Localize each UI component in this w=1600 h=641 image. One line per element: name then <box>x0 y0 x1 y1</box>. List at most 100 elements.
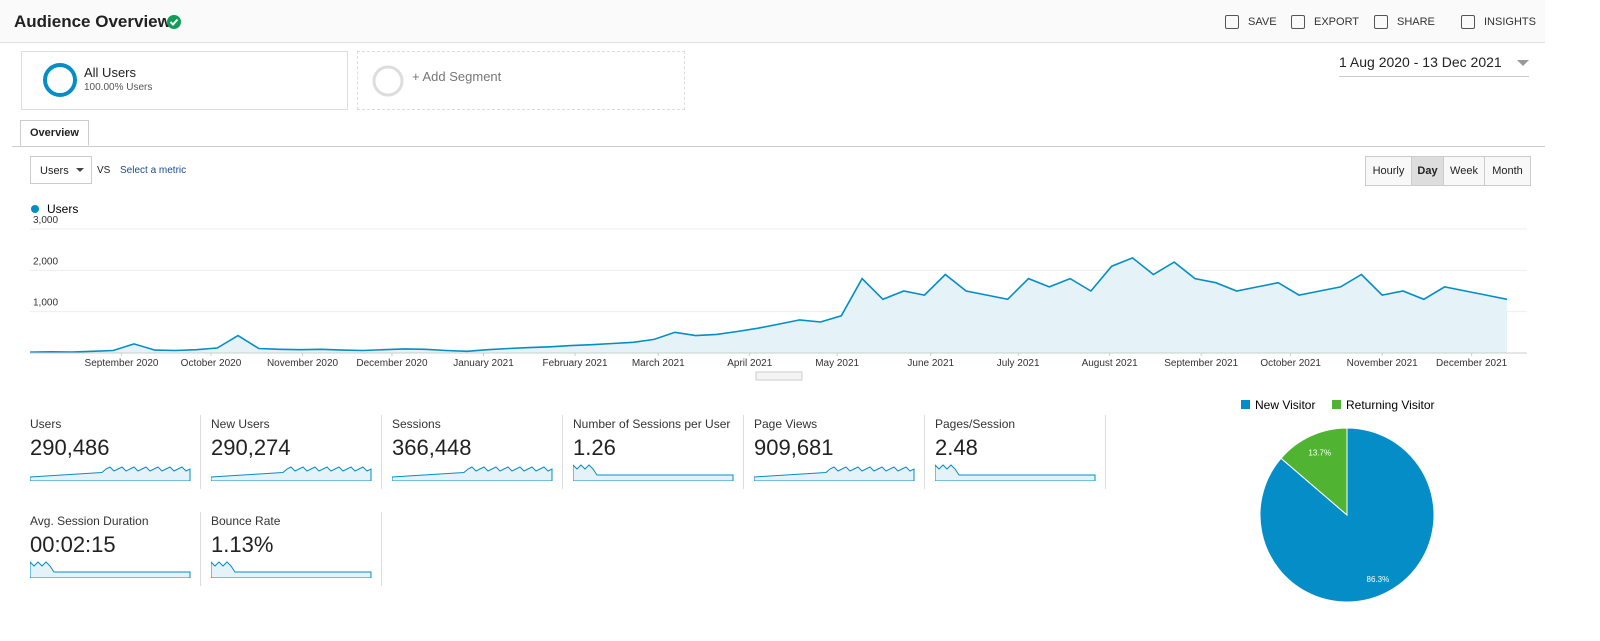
add-ring <box>372 65 404 97</box>
sparkline <box>30 561 191 578</box>
action-icon <box>1461 15 1475 29</box>
tab-line <box>12 146 1545 147</box>
x-tick-label: October 2020 <box>181 358 242 369</box>
legend-swatch <box>1241 400 1250 409</box>
granularity-button[interactable]: Hourly <box>1365 156 1412 186</box>
sparkline-path <box>30 466 191 481</box>
metric-card: Page Views 909,681 <box>754 415 925 489</box>
granularity-button[interactable]: Week <box>1443 156 1485 186</box>
x-tick-label: May 2021 <box>815 358 859 369</box>
y-tick-label: 1,000 <box>33 298 58 309</box>
line <box>29 256 1508 353</box>
action-button[interactable]: EXPORT <box>1314 16 1360 28</box>
legend-label: Returning Visitor <box>1346 398 1435 412</box>
x-tick-label: April 2021 <box>727 358 772 369</box>
page-title: Audience Overview <box>14 12 171 31</box>
metric-value: 366,448 <box>392 435 472 460</box>
pie-label: 86.3% <box>1367 575 1390 584</box>
pie-chart: 86.3% New Visitor 13.7% Returning Visitor <box>1241 398 1435 603</box>
sparkline <box>30 466 191 481</box>
legend-label: New Visitor <box>1255 398 1315 412</box>
action-button[interactable]: SAVE <box>1248 16 1277 28</box>
metric-value: 2.48 <box>935 435 978 460</box>
segment-card[interactable] <box>21 51 348 110</box>
metric-value: 290,486 <box>30 435 110 460</box>
sparkline <box>211 561 372 578</box>
x-tick-label: September 2020 <box>85 358 159 369</box>
metric-value: 1.13% <box>211 532 274 557</box>
x-tick-label: November 2020 <box>267 358 339 369</box>
area <box>30 257 1507 353</box>
select-metric[interactable]: Select a metric <box>120 165 187 176</box>
add-segment[interactable] <box>357 51 685 110</box>
top-bar <box>0 0 1545 43</box>
granularity-button[interactable]: Day <box>1411 156 1444 186</box>
sparkline <box>211 466 372 481</box>
add-segment-label: + Add Segment <box>412 69 502 84</box>
metric-label: Page Views <box>754 417 818 431</box>
action-button[interactable]: SHARE <box>1397 16 1435 28</box>
collapse-handle[interactable] <box>755 371 803 381</box>
sparkline-path <box>754 466 915 481</box>
metric-label: Pages/Session <box>935 417 1016 431</box>
metric-label: Bounce Rate <box>211 514 281 528</box>
action-icon <box>1225 15 1239 29</box>
segment-name: All Users <box>84 65 137 80</box>
sparkline-path <box>211 466 372 481</box>
metric-card: Bounce Rate 1.13% <box>211 512 382 586</box>
metric-value: 00:02:15 <box>30 532 116 557</box>
x-tick-label: February 2021 <box>543 358 608 369</box>
x-tick-label: September 2021 <box>1164 358 1238 369</box>
metric-card: Sessions 366,448 <box>392 415 563 489</box>
action-button[interactable]: INSIGHTS <box>1484 16 1536 28</box>
metric-label: Avg. Session Duration <box>30 514 149 528</box>
metric-card: Avg. Session Duration 00:02:15 <box>30 512 201 586</box>
x-tick-label: July 2021 <box>997 358 1040 369</box>
sparkline-path <box>573 464 734 481</box>
pie-label: 13.7% <box>1308 449 1331 458</box>
legend-swatch <box>1332 400 1341 409</box>
action-icon <box>1374 15 1388 29</box>
x-tick-label: March 2021 <box>632 358 685 369</box>
y-tick-label: 2,000 <box>33 256 58 267</box>
metric-label: Users <box>30 417 62 431</box>
vs: VS <box>97 165 111 176</box>
metric-card: Number of Sessions per User 1.26 <box>573 415 744 489</box>
metric-label: New Users <box>211 417 270 431</box>
granularity-button[interactable]: Month <box>1484 156 1531 186</box>
legend-dot <box>31 205 39 213</box>
tab[interactable]: Overview <box>20 120 89 146</box>
x-tick-label: August 2021 <box>1082 358 1139 369</box>
x-tick-label: June 2021 <box>907 358 954 369</box>
line-chart: Users 1,000 2,000 3,000 September 2020 Octobe… <box>29 202 1527 381</box>
metric-card: Users 290,486 <box>30 415 201 489</box>
metric-value: 1.26 <box>573 435 616 460</box>
action-icon <box>1291 15 1305 29</box>
metric-label: Sessions <box>392 417 441 431</box>
sparkline <box>935 464 1096 481</box>
sparkline-path <box>30 561 191 578</box>
segment-detail: 100.00% Users <box>84 82 153 93</box>
caret <box>1517 60 1529 66</box>
metric-card: Pages/Session 2.48 <box>935 415 1106 489</box>
pie-slice <box>1280 427 1348 517</box>
x-tick-label: November 2021 <box>1347 358 1419 369</box>
sparkline <box>573 464 734 481</box>
sparkline-path <box>211 561 372 578</box>
legend-label: Users <box>47 202 78 216</box>
metric-value: 909,681 <box>754 435 834 460</box>
y-tick-label: 3,000 <box>33 215 58 226</box>
date-range[interactable]: 1 Aug 2020 - 13 Dec 2021 <box>1339 54 1529 77</box>
x-tick-label: October 2021 <box>1260 358 1321 369</box>
metric-card: New Users 290,274 <box>211 415 382 489</box>
x-tick-label: December 2021 <box>1436 358 1508 369</box>
metric-value: 290,274 <box>211 435 291 460</box>
segment-ring <box>43 63 77 97</box>
sparkline <box>392 466 553 481</box>
x-tick-label: December 2020 <box>356 358 428 369</box>
sparkline-path <box>935 464 1096 481</box>
x-tick-label: January 2021 <box>453 358 514 369</box>
sparkline <box>754 466 915 481</box>
pie-slice <box>1259 427 1435 603</box>
